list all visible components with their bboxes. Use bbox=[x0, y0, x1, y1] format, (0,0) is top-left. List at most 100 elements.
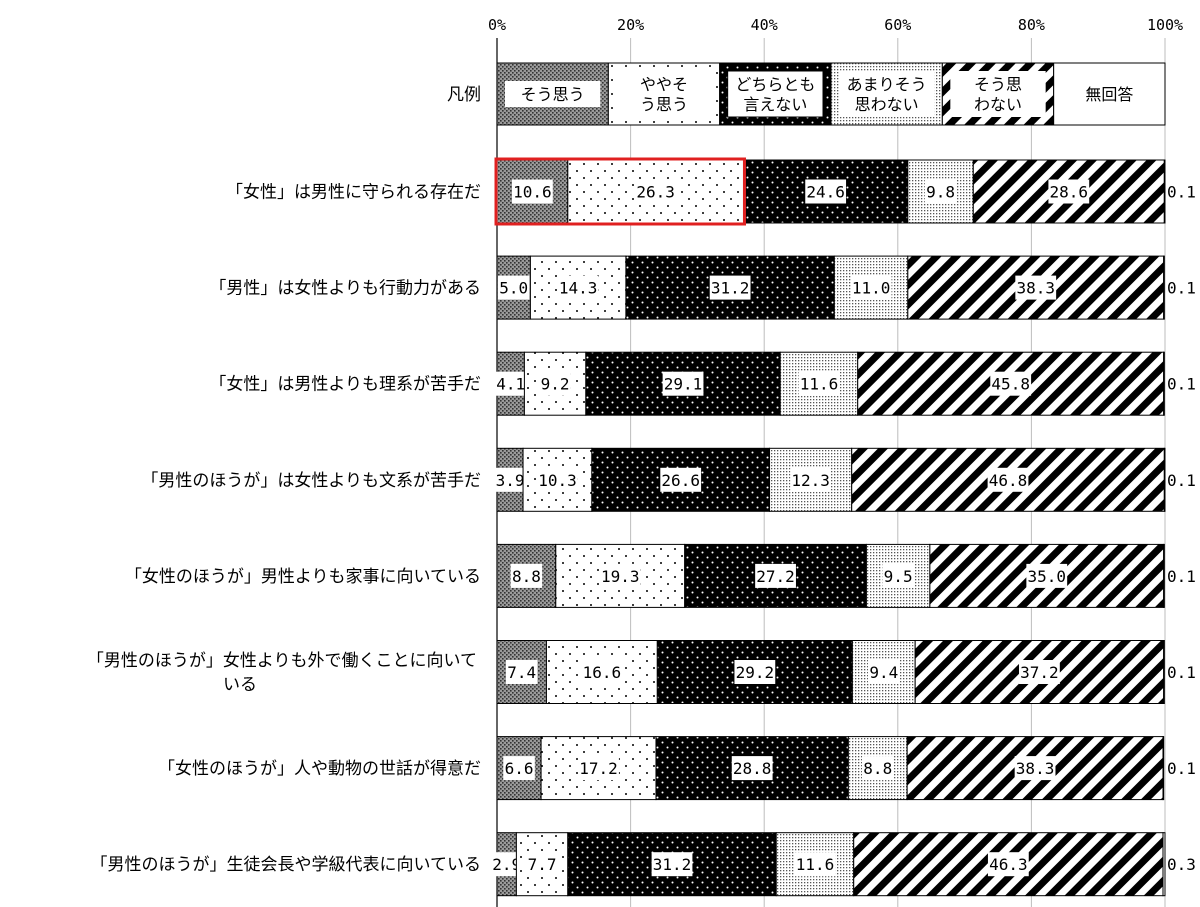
data-label-bg bbox=[987, 467, 1029, 492]
data-label-bg bbox=[578, 756, 619, 781]
bar-segment bbox=[1163, 351, 1165, 416]
data-label: 0.1 bbox=[1167, 471, 1196, 490]
data-label: 14.3 bbox=[559, 279, 598, 298]
data-label: 0.1 bbox=[1167, 567, 1196, 586]
legend-label: そう思 bbox=[974, 75, 1022, 94]
data-label-bg bbox=[850, 275, 892, 300]
data-label-bg bbox=[734, 660, 776, 684]
data-label-bg bbox=[557, 275, 599, 300]
data-label: 46.8 bbox=[989, 471, 1028, 490]
bar-row: 5.0 14.3 31.2 11.0 38.3 0.1 bbox=[496, 255, 1196, 320]
bar-row: 3.9 10.3 26.6 12.3 46.8 0.1 bbox=[494, 447, 1196, 512]
data-label-bg bbox=[755, 563, 796, 588]
data-label-bg bbox=[867, 660, 900, 684]
highlight-box bbox=[494, 157, 746, 226]
data-label-bg bbox=[651, 852, 693, 877]
category-label: 「女性」は男性よりも理系が苦手だ bbox=[209, 375, 481, 395]
data-label: 8.8 bbox=[863, 759, 892, 778]
data-label-bg bbox=[805, 179, 847, 204]
data-label-bg bbox=[882, 563, 914, 588]
data-label: 29.2 bbox=[736, 663, 775, 682]
category-label: 「男性のほうが」女性よりも外で働くことに向いて bbox=[87, 651, 477, 671]
data-label-bg bbox=[537, 467, 578, 492]
data-label: 11.0 bbox=[852, 279, 891, 298]
legend-label-box bbox=[505, 81, 601, 107]
bar-segment bbox=[1163, 159, 1166, 224]
legend-label: う思う bbox=[640, 95, 688, 114]
legend-label: わない bbox=[974, 95, 1022, 114]
data-label: 0.1 bbox=[1167, 279, 1196, 298]
x-axis-ticks: 0% 20% 40% 60% 80% 100% bbox=[488, 16, 1183, 34]
legend-label: どちらとも bbox=[735, 75, 815, 94]
data-label-bg bbox=[510, 563, 543, 588]
bar-row: 4.1 9.2 29.1 11.6 45.8 0.1 bbox=[494, 351, 1196, 416]
x-tick-label: 20% bbox=[617, 16, 644, 34]
data-label-bg bbox=[635, 179, 677, 204]
legend-label-box bbox=[727, 70, 824, 118]
data-label-bg bbox=[987, 852, 1029, 877]
data-label-bg bbox=[497, 275, 530, 300]
data-label: 9.4 bbox=[869, 663, 898, 682]
data-label-bg bbox=[581, 660, 623, 684]
data-label: 5.0 bbox=[499, 279, 528, 298]
bar-row: 6.6 17.2 28.8 8.8 38.3 0.1 bbox=[496, 736, 1196, 801]
data-label: 46.3 bbox=[989, 855, 1028, 874]
x-tick-label: 40% bbox=[751, 16, 778, 34]
data-label: 28.8 bbox=[733, 759, 772, 778]
data-label: 0.3 bbox=[1167, 855, 1196, 874]
data-label-bg bbox=[861, 756, 894, 781]
legend-label: そう思う bbox=[521, 85, 585, 104]
data-label: 35.0 bbox=[1027, 567, 1066, 586]
data-label-bg bbox=[503, 756, 535, 781]
category-label: 「男性のほうが」生徒会長や学級代表に向いている bbox=[91, 855, 482, 875]
data-label: 31.2 bbox=[711, 279, 750, 298]
data-label: 28.6 bbox=[1050, 183, 1089, 202]
data-label: 12.3 bbox=[791, 471, 830, 490]
bar-row: 8.8 19.3 27.2 9.5 35.0 0.1 bbox=[496, 543, 1196, 608]
data-label-bg bbox=[709, 275, 751, 300]
data-label: 0.1 bbox=[1167, 663, 1196, 682]
category-label: いる bbox=[223, 675, 257, 695]
legend-label-box bbox=[839, 71, 935, 117]
legend-label: ややそ bbox=[640, 75, 688, 94]
legend-label: あまりそう bbox=[847, 75, 927, 94]
data-label: 37.2 bbox=[1020, 663, 1059, 682]
data-label-bg bbox=[526, 852, 558, 877]
data-label: 0.1 bbox=[1167, 759, 1196, 778]
data-label: 45.8 bbox=[991, 375, 1030, 394]
data-label: 38.3 bbox=[1016, 279, 1055, 298]
category-label: 「男性のほうが」は女性よりも文系が苦手だ bbox=[141, 471, 481, 491]
legend-label-box bbox=[1061, 81, 1157, 107]
x-tick-label: 80% bbox=[1018, 16, 1045, 34]
data-label-bg bbox=[512, 179, 553, 204]
category-label: 「女性のほうが」男性よりも家事に向いている bbox=[125, 567, 481, 587]
category-label: 「男性」は女性よりも行動力がある bbox=[209, 279, 481, 299]
data-label: 26.6 bbox=[661, 471, 700, 490]
data-label: 17.2 bbox=[579, 759, 618, 778]
data-label: 9.5 bbox=[884, 567, 913, 586]
data-label: 10.3 bbox=[538, 471, 577, 490]
data-label: 3.9 bbox=[496, 471, 525, 490]
bar-segment bbox=[1162, 736, 1165, 801]
data-label: 29.1 bbox=[664, 375, 703, 394]
bar-segment bbox=[1162, 832, 1166, 897]
data-label: 26.3 bbox=[636, 183, 675, 202]
data-label: 6.6 bbox=[505, 759, 534, 778]
data-label: 31.2 bbox=[653, 855, 692, 874]
data-label-bg bbox=[1048, 179, 1090, 204]
bar-segment bbox=[1163, 640, 1165, 704]
data-label-bg bbox=[990, 371, 1032, 396]
bars: 10.6 26.3 24.6 9.8 28.6 0.1 5.0 14.3 31.2 11.0 38.… bbox=[490, 157, 1196, 897]
data-label: 9.2 bbox=[541, 375, 570, 394]
data-label: 10.6 bbox=[513, 183, 552, 202]
data-label: 8.8 bbox=[512, 567, 541, 586]
data-label-bg bbox=[798, 371, 840, 396]
data-label: 0.1 bbox=[1167, 183, 1196, 202]
bar-segment bbox=[1163, 447, 1166, 512]
data-label-bg bbox=[1015, 275, 1057, 300]
data-label: 24.6 bbox=[806, 183, 845, 202]
legend-title: 凡例 bbox=[447, 85, 481, 105]
legend-label: 言えない bbox=[743, 95, 807, 114]
